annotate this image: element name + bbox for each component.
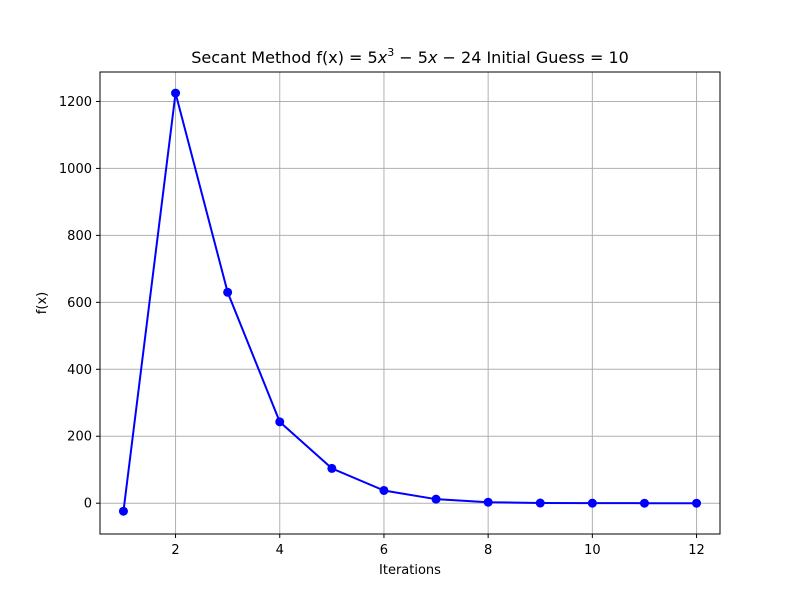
series-layer (118, 88, 702, 516)
y-tick-label: 1200 (59, 95, 92, 110)
x-tick-label: 12 (688, 543, 705, 558)
y-tick-label: 0 (84, 497, 92, 512)
x-axis-label: Iterations (379, 563, 441, 578)
x-tick-label: 10 (584, 543, 601, 558)
plot-frame (99, 71, 721, 535)
y-tick-label: 600 (67, 296, 92, 311)
data-point (535, 498, 545, 508)
data-point (379, 485, 389, 495)
y-tick-label: 1000 (59, 162, 92, 177)
data-point (587, 498, 597, 508)
chart-title: Secant Method f(x) = 5x3 − 5x − 24 Initi… (191, 46, 629, 67)
data-point (118, 506, 128, 516)
y-axis-label: f(x) (35, 292, 50, 314)
x-tick-label: 4 (276, 543, 284, 558)
y-tick-label: 800 (67, 229, 92, 244)
data-point (431, 494, 441, 504)
grid (100, 72, 720, 534)
ticks: 2 4 6 8 10 12 0 200 400 600 800 1000 1200 (59, 95, 705, 558)
x-tick-label: 8 (484, 543, 492, 558)
series-line (122, 92, 697, 512)
data-point (171, 88, 181, 98)
data-point (692, 498, 702, 508)
data-point (327, 463, 337, 473)
data-point (639, 498, 649, 508)
y-tick-label: 200 (67, 430, 92, 445)
x-tick-label: 6 (380, 543, 388, 558)
data-point (223, 287, 233, 297)
x-tick-label: 2 (171, 543, 179, 558)
y-tick-label: 400 (67, 363, 92, 378)
data-point (275, 417, 285, 427)
data-point (483, 497, 493, 507)
